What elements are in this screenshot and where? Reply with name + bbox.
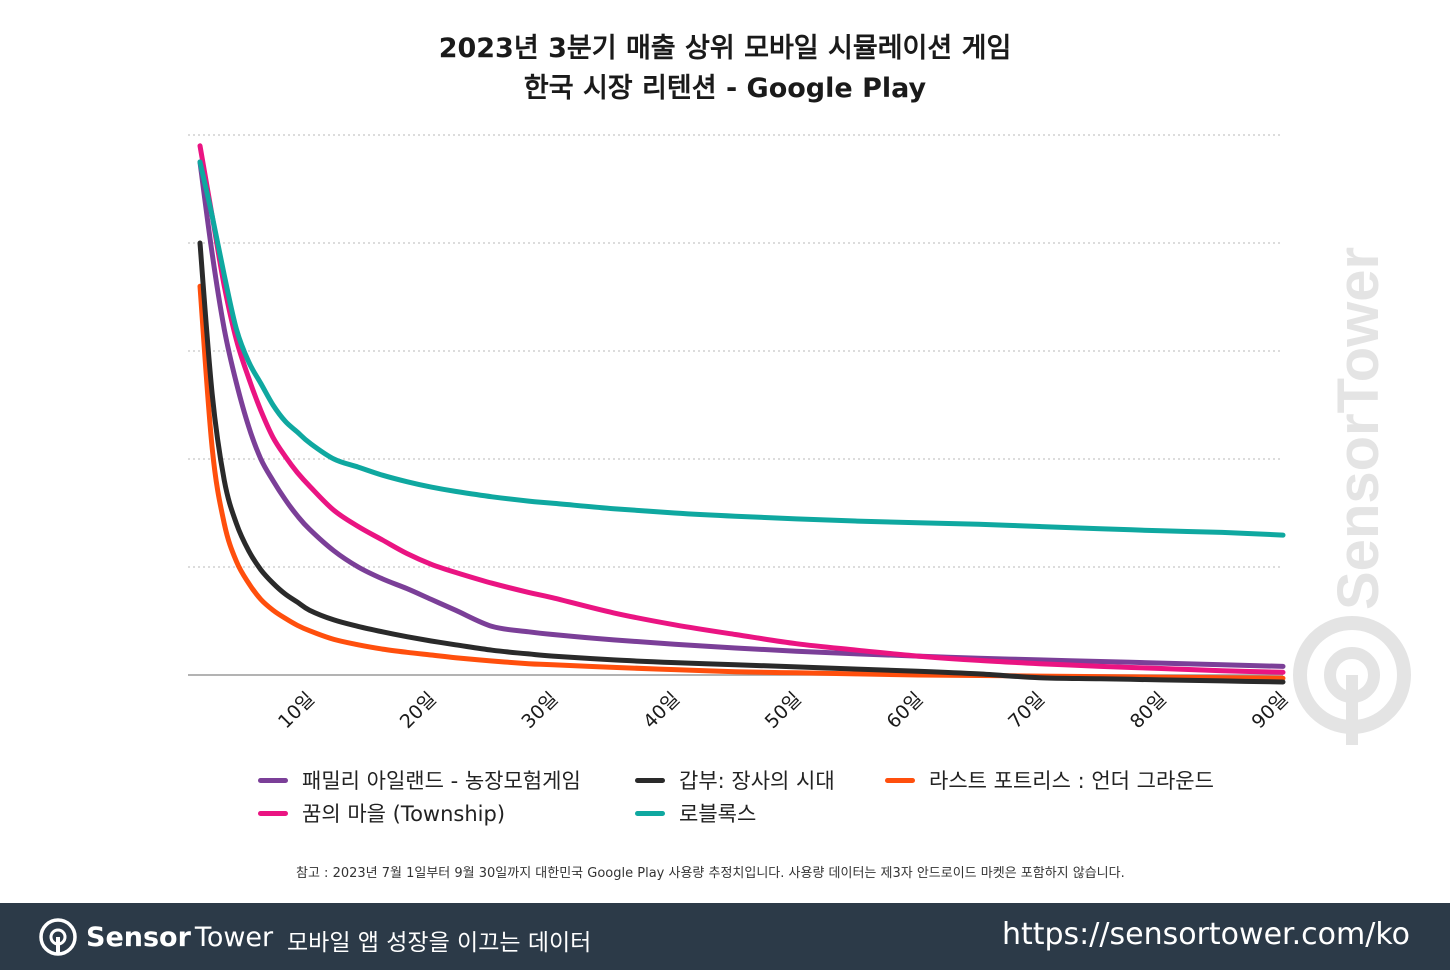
series-line-2 bbox=[197, 283, 1286, 681]
x-tick-label: 90일 bbox=[1248, 688, 1293, 733]
legend-swatch bbox=[635, 810, 665, 816]
legend-swatch bbox=[258, 777, 288, 783]
watermark-text: SensorTower bbox=[1326, 247, 1391, 610]
x-tick-label: 50일 bbox=[761, 688, 806, 733]
footer-bar: Sensor Tower 모바일 앱 성장을 이끄는 데이터 https://s… bbox=[0, 903, 1450, 970]
x-tick-label: 70일 bbox=[1004, 688, 1049, 733]
x-tick-label: 60일 bbox=[882, 688, 927, 733]
sensortower-logo-icon bbox=[39, 918, 77, 956]
footer-brand[interactable]: Sensor Tower bbox=[38, 917, 273, 957]
x-axis-tick-labels: 10일 20일 30일 40일 50일 60일 70일 80일 90일 bbox=[274, 688, 1293, 733]
legend-label: 꿈의 마을 (Township) bbox=[302, 802, 506, 826]
watermark-logo-icon bbox=[1293, 616, 1411, 745]
legend-item-last-fortress: 라스트 포트리스 : 언더 그라운드 bbox=[885, 765, 1214, 795]
chart-title-line2: 한국 시장 리텐션 - Google Play bbox=[523, 73, 927, 104]
legend-item-township: 꿈의 마을 (Township) bbox=[258, 798, 505, 828]
legend-item-family-island: 패밀리 아일랜드 - 농장모험게임 bbox=[258, 765, 581, 795]
footer-tagline: 모바일 앱 성장을 이끄는 데이터 bbox=[287, 930, 592, 956]
legend-label: 패밀리 아일랜드 - 농장모험게임 bbox=[302, 769, 581, 793]
legend-swatch bbox=[258, 810, 288, 816]
legend-label: 로블록스 bbox=[679, 802, 757, 826]
x-tick-label: 30일 bbox=[517, 688, 562, 733]
chart-note: 참고 : 2023년 7월 1일부터 9월 30일까지 대한민국 Google … bbox=[296, 866, 1125, 881]
brand-name-tower: Tower bbox=[194, 921, 274, 953]
series-line-3 bbox=[197, 143, 1286, 675]
series-line-4 bbox=[197, 159, 1286, 538]
legend-item-gabbu: 갑부: 장사의 시대 bbox=[635, 765, 835, 795]
x-tick-label: 40일 bbox=[639, 688, 684, 733]
chart-title-line1: 2023년 3분기 매출 상위 모바일 시뮬레이션 게임 bbox=[438, 33, 1012, 64]
legend-swatch bbox=[635, 777, 665, 783]
chart-series-lines bbox=[197, 143, 1286, 685]
series-line-0 bbox=[197, 159, 1286, 669]
legend-swatch bbox=[885, 777, 915, 783]
x-tick-label: 20일 bbox=[396, 688, 441, 733]
footer-url-link[interactable]: https://sensortower.com/ko bbox=[1001, 917, 1410, 952]
chart-gridlines bbox=[188, 134, 1283, 676]
legend-item-roblox: 로블록스 bbox=[635, 798, 756, 828]
x-tick-label: 10일 bbox=[274, 688, 319, 733]
legend-label: 라스트 포트리스 : 언더 그라운드 bbox=[929, 769, 1214, 793]
x-tick-label: 80일 bbox=[1126, 688, 1171, 733]
legend-label: 갑부: 장사의 시대 bbox=[679, 769, 835, 793]
retention-line-chart: 10일 20일 30일 40일 50일 60일 70일 80일 90일 bbox=[188, 134, 1293, 733]
series-line-1 bbox=[197, 240, 1286, 685]
sensortower-watermark: SensorTower bbox=[1293, 247, 1411, 745]
brand-name-sensor: Sensor bbox=[86, 921, 191, 953]
